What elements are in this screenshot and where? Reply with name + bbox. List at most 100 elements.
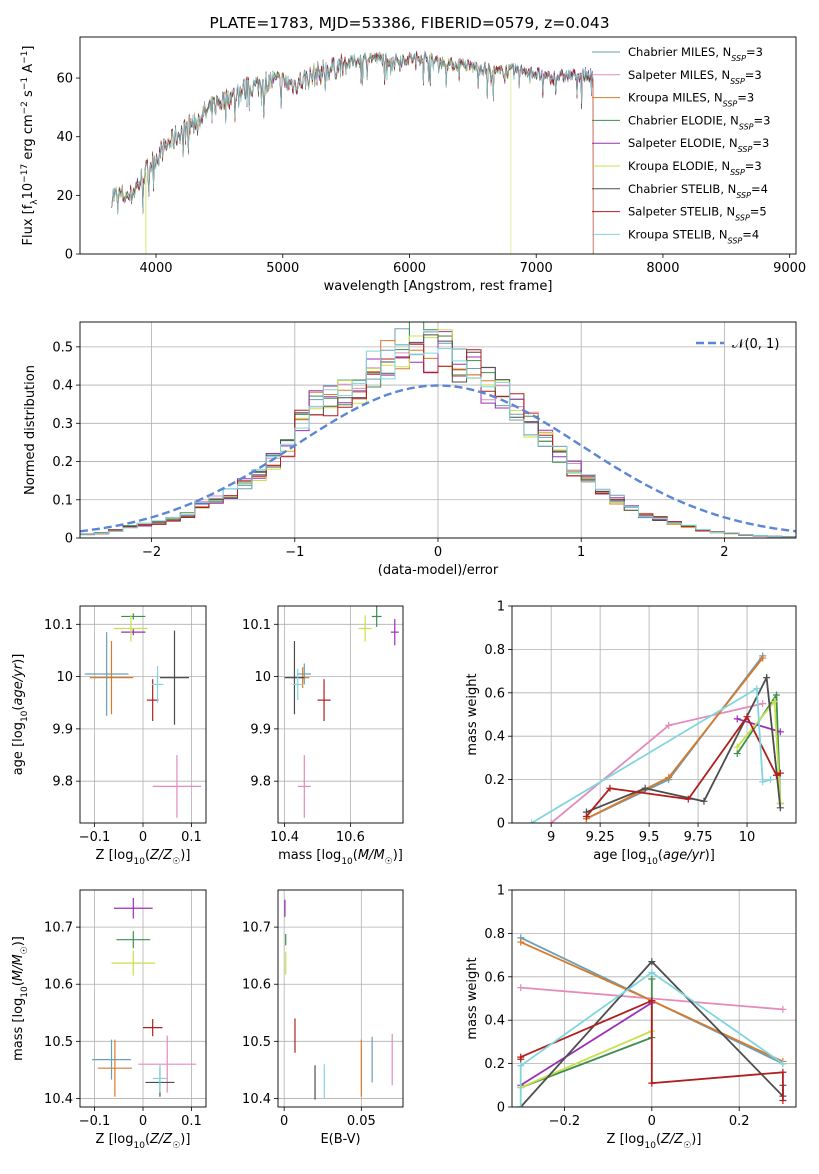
legend-entry: Chabrier MILES, NSSP=3: [628, 45, 763, 63]
spectrum-line-kroupa-stelib: [111, 51, 594, 213]
x-tick-label: 9000: [773, 261, 806, 276]
x-tick-label: 9: [547, 830, 555, 845]
y-tick-label: 0: [497, 817, 505, 832]
x-tick-label: 10.4: [270, 830, 299, 845]
y-tick-label: 0.4: [484, 730, 505, 745]
y-tick-label: 0.8: [484, 643, 505, 658]
weight-marker: [641, 784, 649, 792]
weight-line-chabrier-stelib: [586, 674, 782, 813]
weight-marker: [606, 784, 614, 792]
y-tick-label: 40: [56, 130, 73, 145]
x-tick-label: 0.1: [181, 830, 202, 845]
x-axis-label: E(B-V): [320, 1132, 360, 1147]
y-axis-label: age [log10(age/yr)]: [11, 654, 30, 776]
axes-frame: [79, 321, 797, 539]
axes-weights-vs-Z: −0.2 0 0.2 0 0.2 0.4 0.6 0.8 1 Z [log10(Z/Z☉)] mas…: [465, 884, 797, 1151]
spectrum-line-kroupa-miles: [111, 53, 594, 254]
axes-mass-vs-ebv: 0 0.05 10.4 10.5 10.6 10.7 E(B-V): [242, 889, 404, 1147]
y-tick-label: 0.3: [52, 417, 73, 432]
y-tick-label: 0: [65, 532, 73, 547]
weight-marker: [517, 984, 525, 992]
plot-area: [111, 50, 594, 254]
weight-marker: [772, 771, 780, 779]
y-tick-label: 1: [497, 600, 505, 615]
y-tick-label: 10.6: [242, 978, 271, 993]
weight-marker: [759, 778, 767, 786]
y-tick-label: 10.1: [44, 618, 73, 633]
x-tick-label: −0.2: [549, 1114, 581, 1129]
x-tick-label: −0.1: [79, 830, 111, 845]
y-tick-label: 10: [56, 670, 73, 685]
x-tick-label: 6000: [393, 261, 426, 276]
errorbar-kroupa-stelib: [151, 666, 164, 703]
y-tick-label: 1: [497, 884, 505, 899]
weight-marker: [665, 721, 673, 729]
weight-marker: [517, 1062, 525, 1070]
axes-residuals: −2 −1 0 1 2 0 0.1 0.2 0.3 0.4 0.5 (data-model)/erro…: [23, 321, 797, 578]
y-tick-label: 0.2: [484, 1057, 505, 1072]
axes-frame: [79, 889, 207, 1108]
legend-entry: Salpeter ELODIE, NSSP=3: [628, 136, 769, 154]
legend-entry: Salpeter MILES, NSSP=3: [628, 68, 762, 86]
weight-marker: [770, 697, 778, 705]
weight-marker: [684, 795, 692, 803]
weight-marker: [743, 713, 751, 721]
weight-marker: [733, 715, 741, 723]
weight-marker: [772, 691, 780, 699]
y-tick-label: 9.8: [52, 775, 73, 790]
weight-marker: [779, 1005, 787, 1013]
axes-age-vs-Z: −0.1 0 0.1 9.8 9.9 10 10.1 Z [log10(Z/Z☉)] age […: [11, 605, 207, 867]
y-tick-label: 10: [254, 670, 271, 685]
errorbar-chabrier-stelib: [284, 641, 305, 715]
errorbar-kroupa-stelib: [292, 668, 303, 701]
errorbar-chabrier-elodie: [116, 931, 151, 949]
x-tick-label: 0: [280, 1114, 288, 1129]
weight-marker: [779, 1096, 787, 1104]
y-tick-label: 10.4: [44, 1092, 73, 1107]
plot-area: [284, 606, 399, 818]
weight-marker: [779, 1068, 787, 1076]
weight-marker: [759, 700, 767, 708]
x-tick-label: 9.5: [639, 830, 660, 845]
legend-entry: Kroupa ELODIE, NSSP=3: [628, 159, 762, 177]
spectrum-line-kroupa-elodie: [111, 51, 512, 254]
x-tick-label: 0.2: [729, 1114, 750, 1129]
weight-line-salpeter-elodie: [520, 1002, 653, 1087]
x-tick-label: 0: [648, 1114, 656, 1129]
y-tick-label: 20: [56, 189, 73, 204]
x-axis-label: Z [log10(Z/Z☉)]: [96, 1132, 191, 1151]
y-tick-label: 0: [65, 248, 73, 263]
errorbar-kroupa-miles: [97, 1039, 132, 1097]
weight-marker: [733, 743, 741, 751]
y-tick-label: 9.8: [250, 775, 271, 790]
y-tick-label: 9.9: [52, 722, 73, 737]
x-tick-label: 1: [577, 545, 585, 560]
axes-mass-vs-Z: −0.1 0 0.1 10.4 10.5 10.6 10.7 Z [log10(Z/Z☉)] m…: [11, 889, 207, 1151]
weight-marker: [776, 804, 784, 812]
errorbar-kroupa-elodie: [358, 615, 372, 642]
axes-frame: [277, 889, 404, 1108]
errorbar-chabrier-miles: [84, 632, 129, 716]
x-tick-label: 0.1: [181, 1114, 202, 1129]
weight-marker: [753, 684, 761, 692]
errorbar-salpeter-elodie: [390, 619, 399, 646]
weight-line-kroupa-stelib: [531, 686, 771, 823]
x-tick-label: 0.05: [347, 1114, 376, 1129]
histogram-kroupa-stelib: [80, 344, 796, 538]
axes-frame: [79, 605, 207, 824]
y-tick-label: 0.4: [484, 1014, 505, 1029]
y-axis-label: Normed distribution: [23, 365, 38, 495]
x-axis-label: wavelength [Angstrom, rest frame]: [324, 279, 553, 294]
errorbar-salpeter-miles: [297, 755, 311, 818]
weight-marker: [528, 819, 536, 823]
legend-entry: Kroupa MILES, NSSP=3: [628, 91, 754, 109]
x-tick-label: −0.1: [79, 1114, 111, 1129]
spectrum-line-salpeter-stelib: [111, 51, 594, 254]
errorbar-salpeter-elodie: [113, 897, 153, 919]
y-tick-label: 10.5: [242, 1035, 271, 1050]
weight-line-salpeter-miles: [550, 702, 763, 823]
y-axis-label: mass weight: [465, 673, 480, 755]
weight-marker: [779, 1060, 787, 1068]
weight-marker: [776, 769, 784, 777]
